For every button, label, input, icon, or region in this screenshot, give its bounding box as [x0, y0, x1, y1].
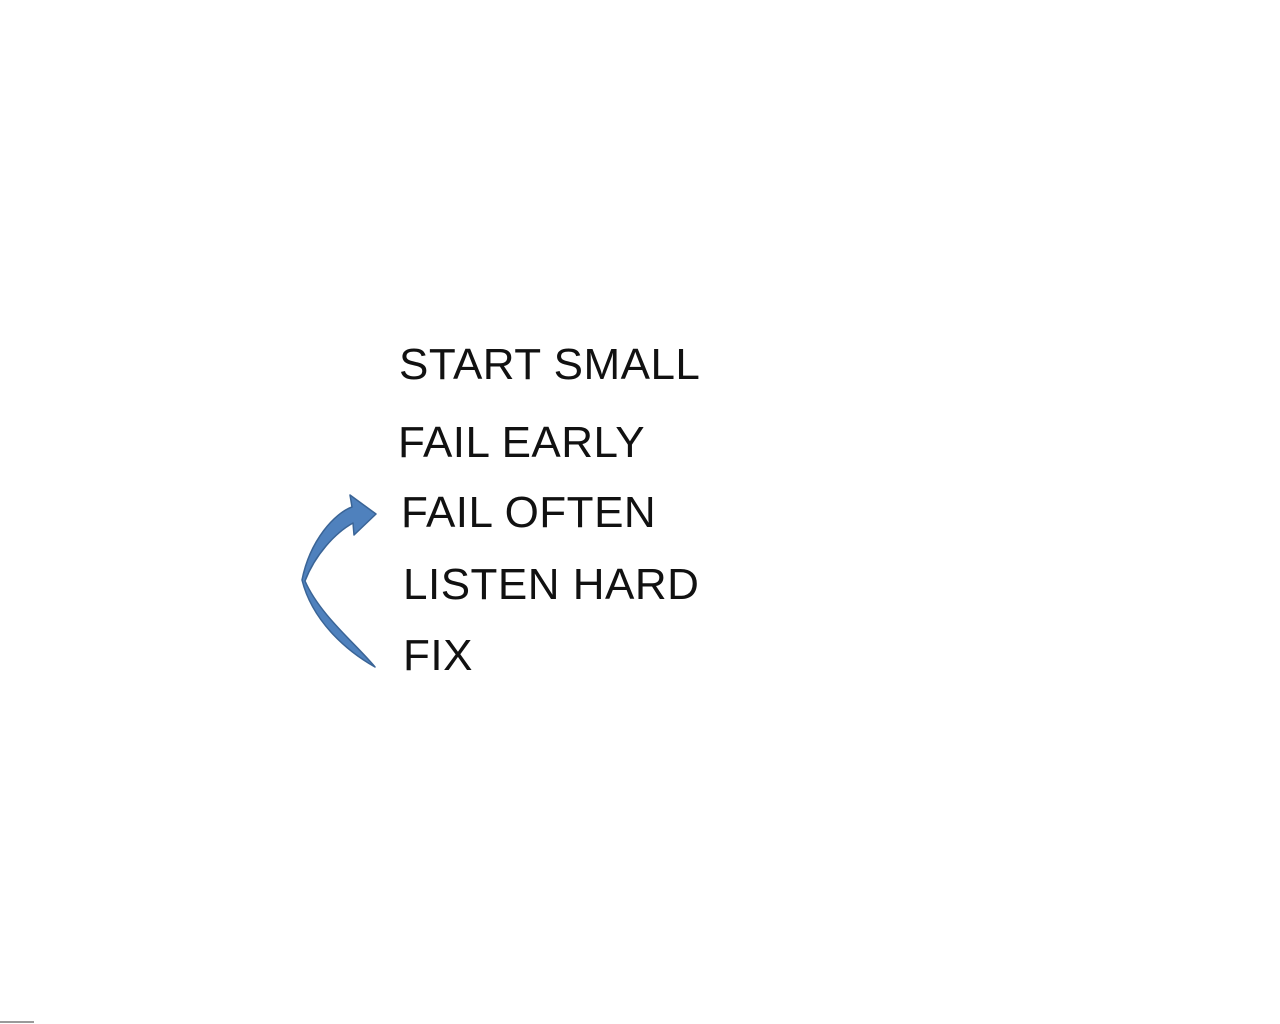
text-line-fix: FIX — [403, 631, 473, 680]
text-line-fail-early: FAIL EARLY — [398, 418, 646, 467]
text-line-fail-often: FAIL OFTEN — [401, 488, 657, 537]
text-line-start-small: START SMALL — [399, 340, 701, 389]
divider — [0, 1021, 34, 1023]
curved-up-arrow-icon — [301, 494, 377, 668]
text-line-listen-hard: LISTEN HARD — [403, 560, 700, 609]
